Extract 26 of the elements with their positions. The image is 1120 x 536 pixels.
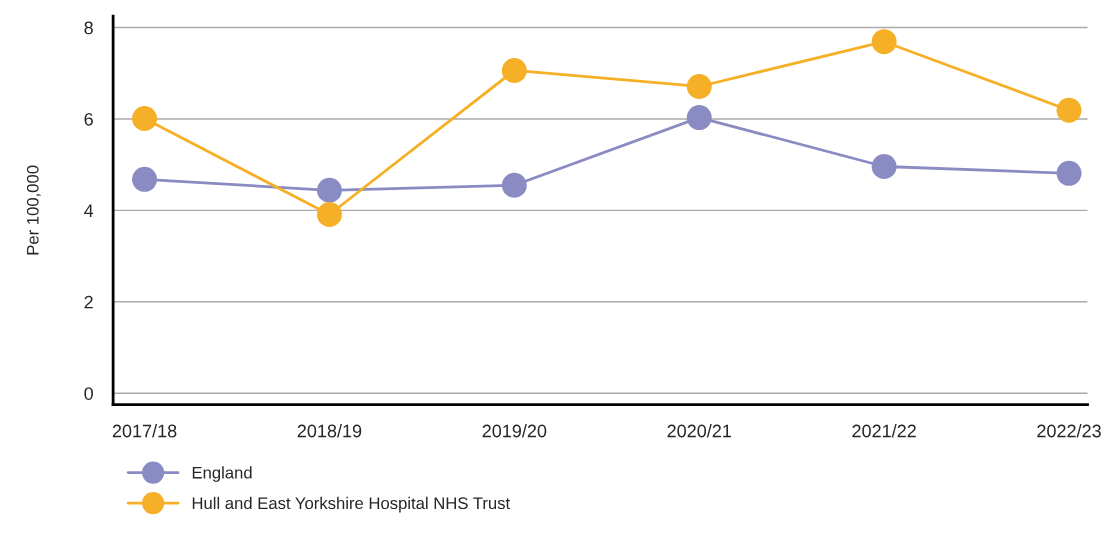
y-axis-title: Per 100,000: [26, 165, 41, 255]
x-tick-label: 2018/19: [297, 424, 362, 438]
point: [316, 177, 342, 203]
point: [1056, 97, 1082, 123]
point: [132, 105, 158, 131]
point: [316, 201, 342, 227]
x-tick-label: 2019/20: [482, 424, 547, 438]
point: [686, 105, 712, 131]
point: [871, 29, 897, 55]
y-tick-label: 2: [84, 295, 93, 309]
point: [871, 153, 897, 179]
y-tick-label: 6: [84, 112, 93, 126]
x-tick-label: 2021/22: [852, 424, 916, 438]
x-tick-label: 2017/18: [112, 424, 177, 438]
point: [1056, 160, 1082, 186]
legend-label: England: [192, 466, 252, 482]
x-tick-label: 2022/23: [1037, 424, 1101, 438]
y-tick-label: 4: [84, 204, 94, 217]
y-tick-label: 0: [84, 387, 93, 400]
x-tick-label: 2020/21: [667, 424, 731, 438]
legend-label: Hull and East Yorkshire Hospital NHS Trust: [192, 496, 511, 513]
point: [501, 57, 527, 83]
point: [132, 166, 158, 192]
point: [501, 172, 527, 198]
y-tick-label: 8: [84, 21, 93, 35]
point: [686, 73, 712, 99]
